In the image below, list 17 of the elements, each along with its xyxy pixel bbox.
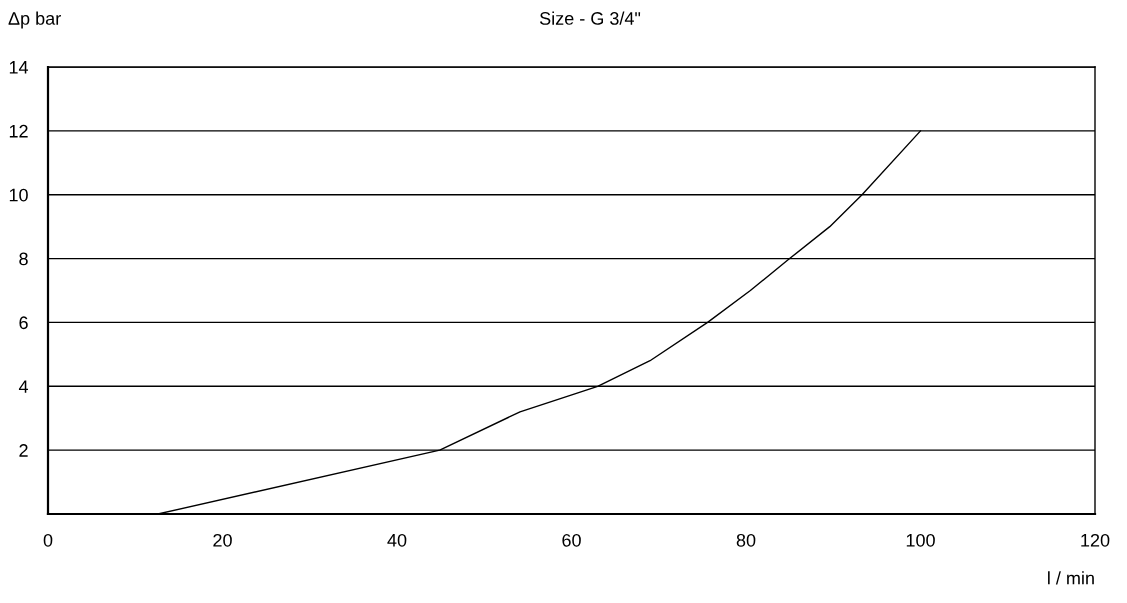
x-tick-label: 0 bbox=[43, 533, 53, 547]
chart-title: Size - G 3/4" bbox=[539, 11, 641, 25]
y-tick-label: 2 bbox=[19, 444, 28, 457]
y-tick-label: 12 bbox=[9, 124, 28, 138]
y-axis-title: Δp bar bbox=[8, 11, 61, 29]
x-tick-label: 20 bbox=[213, 533, 232, 547]
x-tick-label: 120 bbox=[1081, 533, 1110, 547]
y-tick-label: 14 bbox=[9, 61, 29, 74]
y-tick-label: 10 bbox=[9, 188, 28, 202]
y-tick-label: 8 bbox=[19, 252, 28, 266]
x-tick-label: 80 bbox=[736, 533, 756, 547]
x-tick-label: 100 bbox=[906, 533, 935, 547]
y-tick-label: 4 bbox=[18, 380, 29, 393]
x-tick-label: 40 bbox=[387, 533, 407, 547]
x-axis-title: l / min bbox=[1048, 571, 1094, 585]
y-tick-label: 6 bbox=[19, 316, 28, 330]
x-tick-label: 60 bbox=[562, 533, 581, 547]
